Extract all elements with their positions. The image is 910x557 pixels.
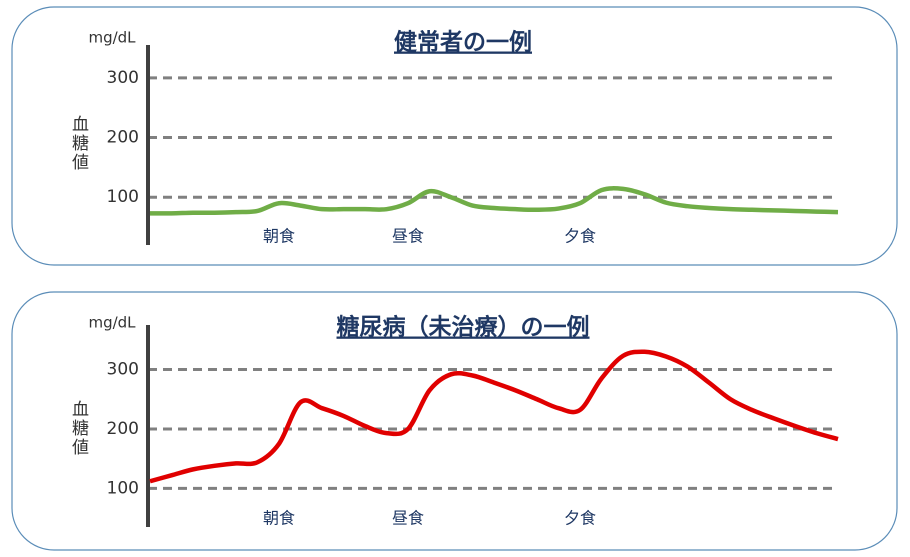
- x-tick-label: 昼食: [392, 227, 424, 246]
- y-tick-label: 300: [107, 360, 139, 380]
- panel: [11, 6, 898, 266]
- unit-label: mg/dL: [88, 29, 136, 47]
- y-tick-label: 100: [107, 478, 139, 498]
- x-tick-label: 夕食: [564, 509, 596, 528]
- line: [149, 349, 839, 484]
- y-tick-label: 300: [107, 68, 139, 88]
- x-tick-label: 朝食: [263, 509, 295, 528]
- y-tick-label: 100: [107, 187, 139, 207]
- y-axis-label: 血糖値: [68, 115, 89, 172]
- y-tick-label: 200: [107, 419, 139, 439]
- x-tick-label: 夕食: [564, 227, 596, 246]
- y-tick-label: 200: [107, 128, 139, 148]
- unit-label: mg/dL: [88, 314, 136, 332]
- chart-title: 糖尿病（未治療）の一例: [337, 314, 590, 341]
- x-tick-label: 昼食: [392, 509, 424, 528]
- panel: [11, 291, 898, 551]
- line: [149, 186, 839, 216]
- y-axis-label: 血糖値: [68, 400, 89, 457]
- x-tick-label: 朝食: [263, 227, 295, 246]
- chart-title: 健常者の一例: [394, 30, 532, 56]
